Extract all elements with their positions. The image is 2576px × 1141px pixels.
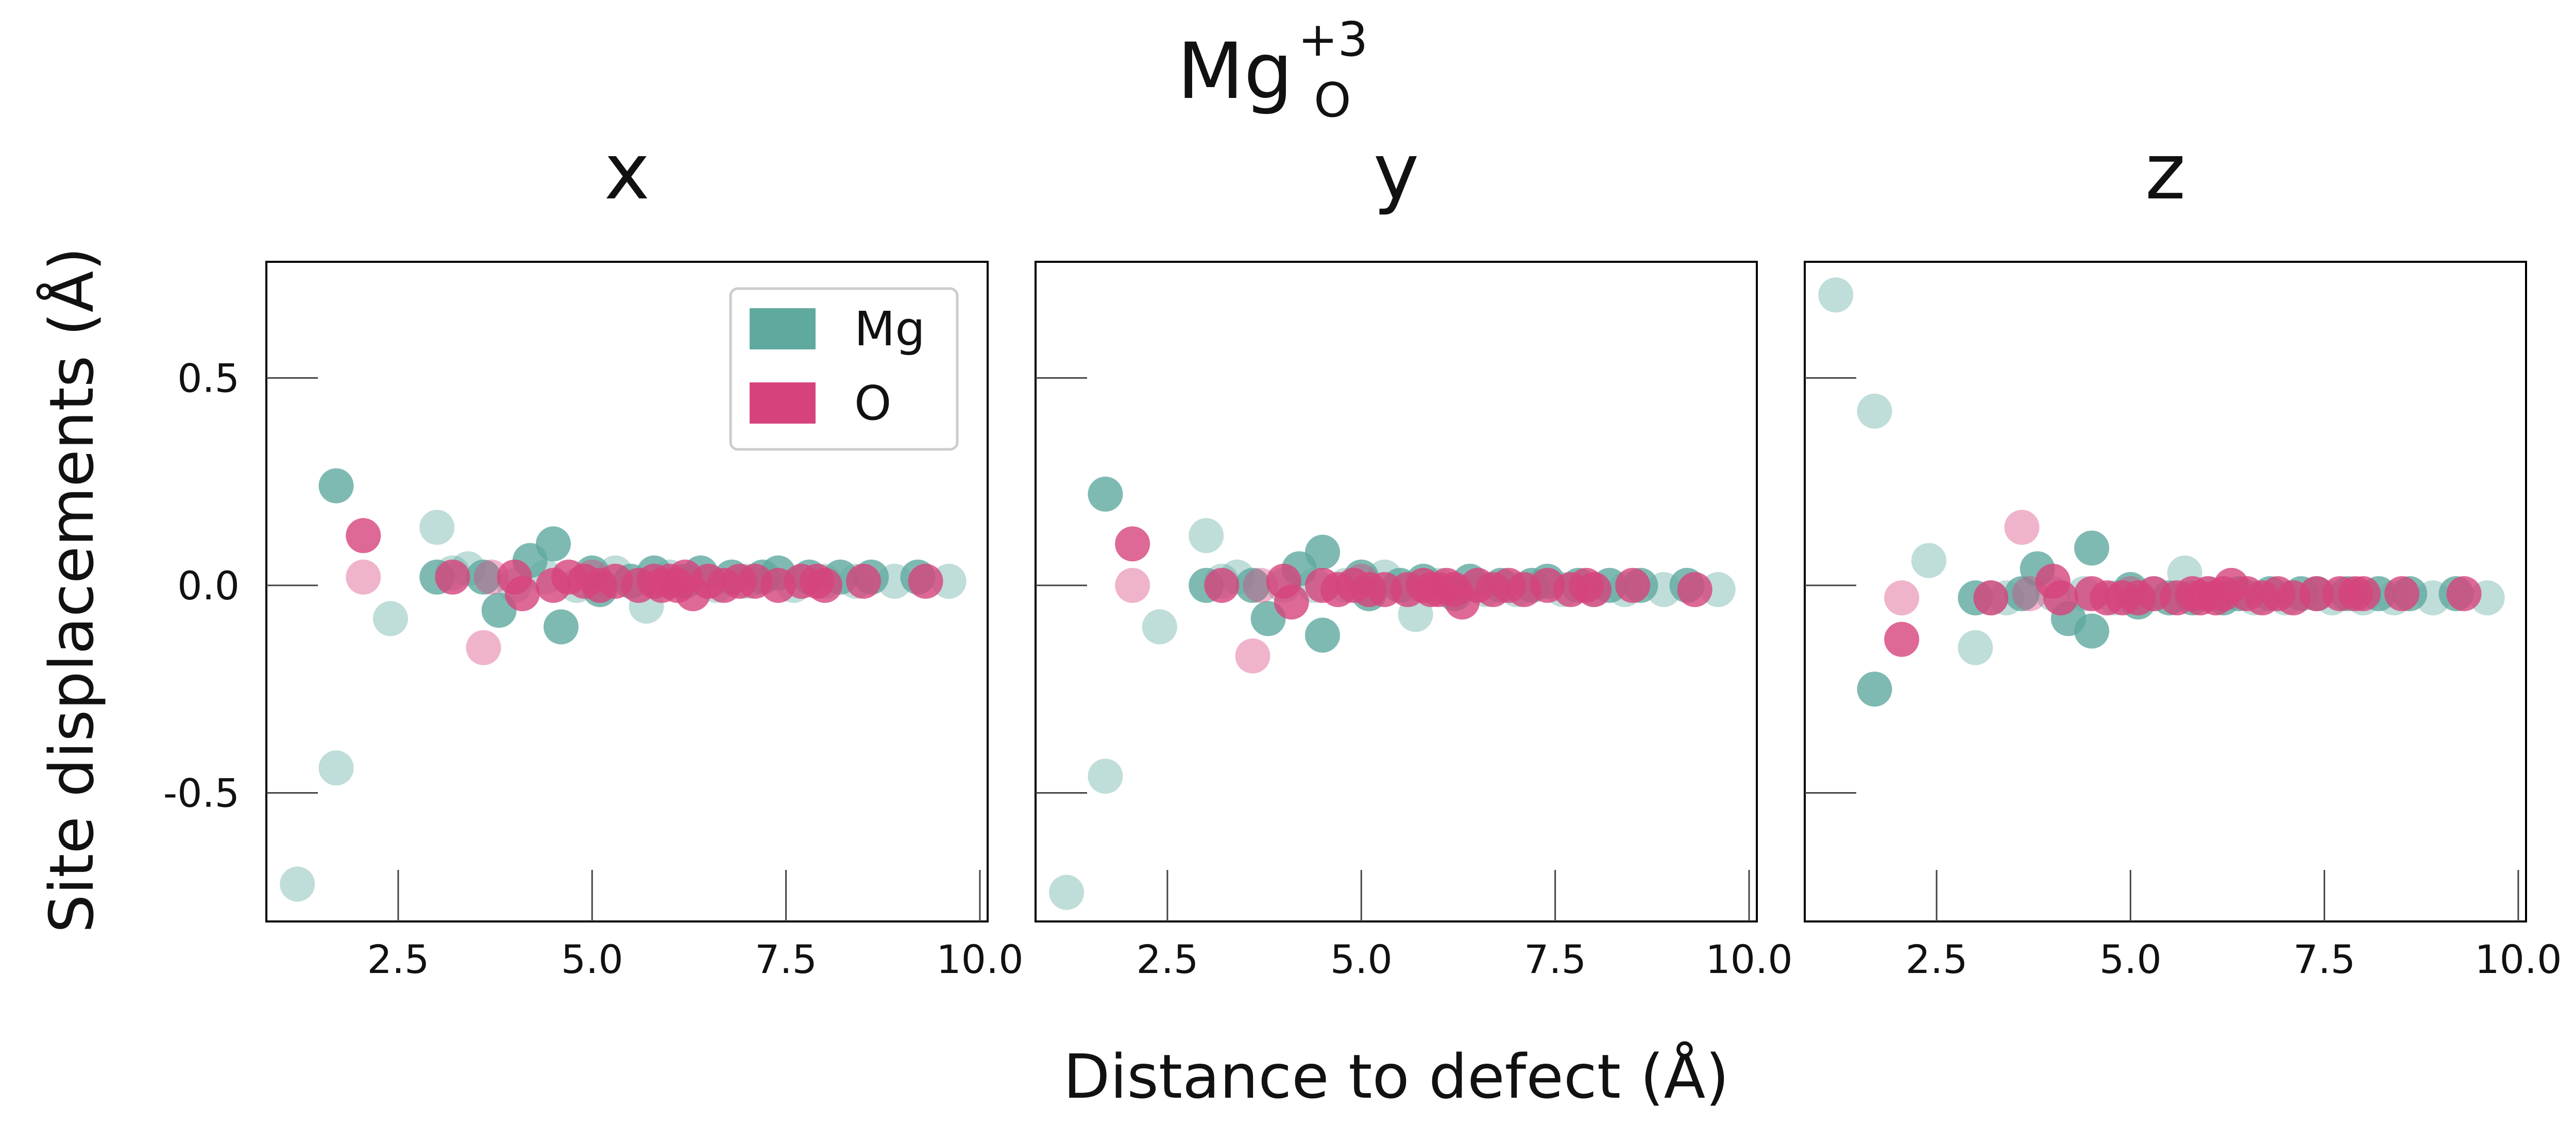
series-mg-y <box>1049 476 1736 910</box>
data-point-o <box>1884 580 1920 616</box>
data-point-o <box>346 559 381 595</box>
data-point-o <box>466 630 501 665</box>
data-point-o <box>1235 638 1270 674</box>
data-point-o <box>2446 576 2482 611</box>
data-point-mg <box>536 526 571 562</box>
panel-x: x 2.5 5.0 7.5 10.0 -0.5 0.0 0.5 <box>163 127 1024 982</box>
data-point-o <box>2004 510 2040 545</box>
y-tick-label: 0.0 <box>177 563 240 609</box>
data-point-mg <box>1857 672 1892 707</box>
x-tick-label-x: 2.5 <box>367 936 429 982</box>
data-point-o <box>1115 567 1150 603</box>
series-o-y <box>1115 526 1713 674</box>
y-tick-label: 0.5 <box>177 355 240 401</box>
x-tick-label-y: 7.5 <box>1524 936 1586 982</box>
data-point-o <box>1274 584 1309 620</box>
data-point-mg <box>1049 875 1084 910</box>
panel-title-z: z <box>2145 127 2186 217</box>
x-tick-label-z: 2.5 <box>1905 936 1968 982</box>
data-point-mg <box>1857 393 1892 429</box>
plot-frame-x <box>265 261 989 922</box>
x-tick-label-z: 5.0 <box>2099 936 2162 982</box>
data-point-mg <box>1305 617 1340 653</box>
x-axis-label: Distance to defect (Å) <box>1063 1041 1730 1112</box>
legend: Mg O <box>729 287 959 451</box>
y-tick-label: -0.5 <box>163 770 240 816</box>
data-point-o <box>1615 567 1651 603</box>
legend-swatch-mg <box>750 308 816 349</box>
data-point-mg <box>1818 277 1854 313</box>
data-point-mg <box>318 468 354 504</box>
data-point-mg <box>544 609 579 645</box>
data-point-o <box>846 563 882 599</box>
data-point-o <box>2384 576 2420 611</box>
data-point-o <box>1677 572 1713 607</box>
data-point-mg <box>1958 630 1993 665</box>
data-point-mg <box>2074 613 2109 649</box>
figure-suptitle: Mg +3 O <box>1177 12 1368 128</box>
panel-title-y: y <box>1374 127 1419 217</box>
x-tick-label-y: 10.0 <box>1705 936 1792 982</box>
data-point-mg <box>419 510 455 545</box>
series-o-z <box>1884 510 2482 657</box>
data-point-o <box>2043 580 2078 616</box>
x-tick-label-y: 5.0 <box>1330 936 1393 982</box>
data-point-o <box>807 567 842 603</box>
data-point-o <box>2345 576 2381 611</box>
x-tick-label-x: 5.0 <box>561 936 623 982</box>
data-point-o <box>1115 526 1150 562</box>
data-point-mg <box>1911 543 1946 578</box>
panel-y: y 2.5 5.0 7.5 10.0 <box>1035 127 1793 982</box>
data-point-mg <box>280 866 315 902</box>
data-point-mg <box>2074 530 2109 566</box>
panel-z: z 2.5 5.0 7.5 10.0 <box>1804 127 2562 982</box>
data-point-mg <box>466 559 501 595</box>
series-mg-x <box>280 468 967 902</box>
data-point-o <box>346 518 381 553</box>
plot-frame-z <box>1804 261 2527 922</box>
data-point-o <box>1204 567 1240 603</box>
data-point-o <box>1884 622 1920 657</box>
legend-swatch-o <box>750 382 816 424</box>
suptitle-main: Mg <box>1177 27 1293 116</box>
panels-group: x 2.5 5.0 7.5 10.0 -0.5 0.0 0.5 y 2.5 5.0 7.5 10.0 z 2… <box>163 127 2562 982</box>
legend-label-o: O <box>854 376 891 431</box>
series-o-x <box>346 518 943 665</box>
data-point-mg <box>1142 609 1177 645</box>
x-tick-label-y: 2.5 <box>1136 936 1198 982</box>
panel-title-x: x <box>604 127 650 217</box>
series-mg-z <box>1818 277 2505 707</box>
data-point-o <box>435 559 470 595</box>
data-point-mg <box>1088 476 1123 512</box>
x-tick-label-x: 10.0 <box>936 936 1023 982</box>
data-point-mg <box>1088 759 1123 794</box>
data-point-mg <box>372 601 408 636</box>
x-tick-label-z: 10.0 <box>2475 936 2562 982</box>
data-point-mg <box>318 750 354 786</box>
x-tick-label-x: 7.5 <box>755 936 817 982</box>
plot-frame-y <box>1035 261 1758 922</box>
data-point-mg <box>1189 518 1224 553</box>
data-point-mg <box>1305 534 1340 570</box>
data-point-o <box>504 576 540 611</box>
suptitle-superscript: +3 <box>1298 12 1368 67</box>
data-point-mg <box>1235 567 1270 603</box>
legend-label-mg: Mg <box>854 301 925 357</box>
x-tick-label-z: 7.5 <box>2293 936 2355 982</box>
y-axis-label: Site displacements (Å) <box>36 247 107 933</box>
suptitle-subscript: O <box>1314 73 1351 128</box>
data-point-o <box>1576 572 1612 607</box>
data-point-o <box>908 563 943 599</box>
data-point-o <box>1973 580 2009 616</box>
